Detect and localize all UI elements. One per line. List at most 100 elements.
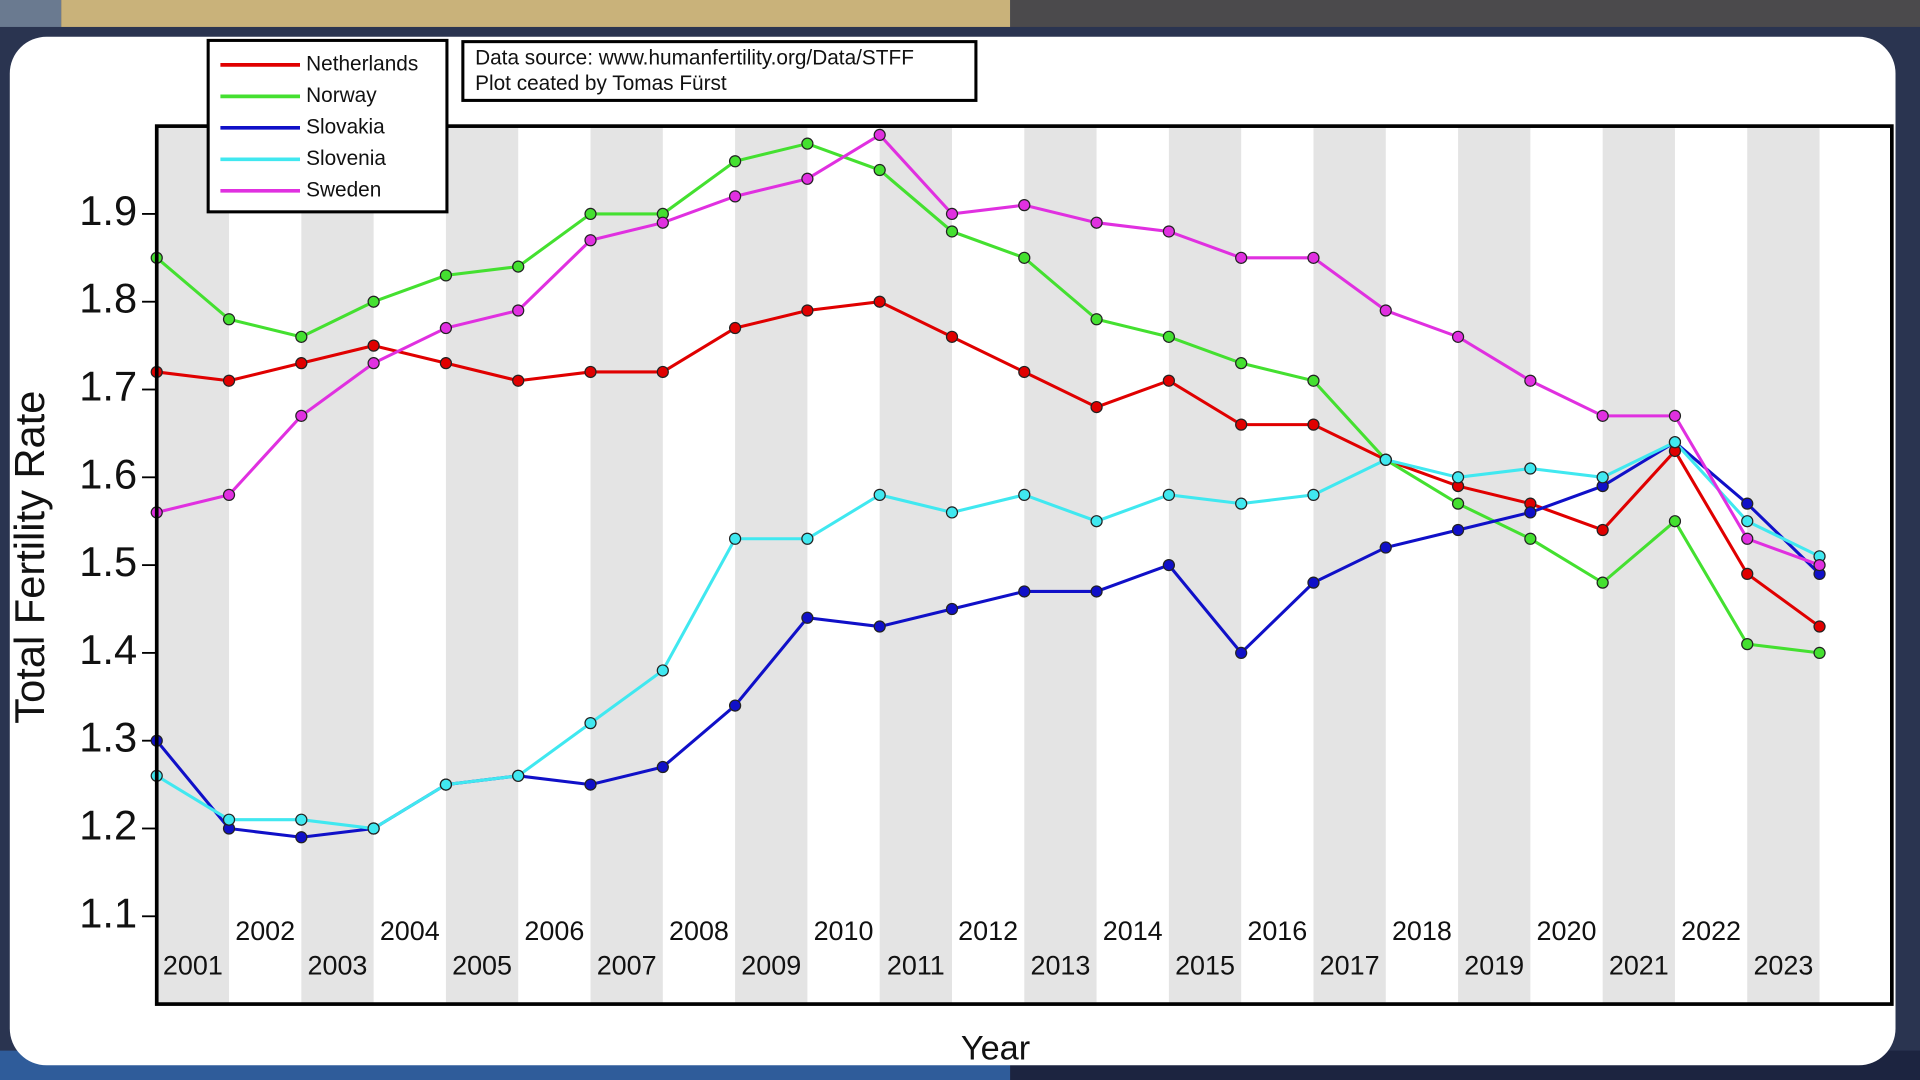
data-point (945, 225, 959, 238)
year-band (445, 126, 519, 1005)
data-point (873, 128, 886, 142)
x-tick-label: 2020 (1537, 916, 1597, 946)
data-point (1741, 515, 1754, 528)
year-band (1168, 126, 1242, 1005)
data-point (1090, 585, 1103, 598)
series-line (156, 132, 1821, 567)
data-point (728, 532, 742, 545)
year-band (879, 126, 952, 1005)
y-tick-label: 1.2 (79, 801, 137, 848)
data-point (1018, 365, 1031, 379)
data-point (1741, 497, 1754, 510)
x-tick-label: 2019 (1464, 950, 1524, 980)
x-tick-label: 2011 (887, 950, 945, 980)
x-axis-label: Year (961, 1030, 1030, 1068)
data-point (1596, 471, 1609, 484)
y-tick-label: 1.9 (79, 187, 137, 234)
data-point (1090, 313, 1103, 326)
data-point (512, 304, 525, 317)
data-point (1235, 418, 1248, 431)
y-tick-label: 1.6 (79, 450, 137, 497)
data-point (801, 172, 814, 185)
data-point (295, 330, 308, 343)
data-point (367, 357, 380, 370)
x-tick-label: 2016 (1247, 916, 1307, 946)
x-tick-label: 2007 (597, 950, 657, 980)
year-band (1747, 126, 1820, 1005)
data-point (1162, 374, 1175, 387)
x-tick-label: 2012 (958, 916, 1018, 946)
x-tick-label: 2005 (452, 950, 512, 980)
data-point (1018, 251, 1031, 264)
x-tick-label: 2013 (1030, 950, 1090, 980)
data-point (439, 321, 453, 335)
data-point (656, 365, 669, 379)
data-point (1379, 453, 1392, 466)
x-tick-label: 2006 (524, 916, 584, 946)
data-point (728, 190, 742, 203)
data-point (295, 357, 308, 370)
data-point (1018, 585, 1031, 598)
x-tick-label: 2017 (1320, 950, 1380, 980)
data-point (295, 409, 308, 422)
legend-label: Slovenia (306, 147, 386, 170)
data-point (512, 374, 525, 387)
data-point (512, 769, 525, 782)
x-tick-label: 2009 (741, 950, 801, 980)
data-point (945, 330, 959, 343)
data-point (1090, 515, 1103, 528)
data-point (656, 216, 669, 229)
y-tick-label: 1.5 (79, 538, 137, 585)
data-point (1524, 462, 1537, 475)
data-point (295, 831, 308, 844)
data-point (1090, 400, 1103, 414)
data-point (1741, 567, 1754, 581)
data-point (584, 207, 597, 221)
x-tick-label: 2004 (380, 916, 440, 946)
data-point (728, 699, 742, 712)
x-tick-label: 2008 (669, 916, 729, 946)
video-strip (61, 0, 1011, 27)
year-band (590, 126, 663, 1005)
data-point (873, 488, 886, 501)
data-point (1162, 225, 1175, 238)
data-point (512, 260, 525, 273)
data-point (222, 374, 236, 387)
data-point (801, 532, 814, 545)
data-point (1668, 515, 1682, 528)
source-text: Data source: www.humanfertility.org/Data… (475, 46, 914, 69)
data-point (367, 822, 380, 835)
y-tick-label: 1.8 (79, 275, 137, 322)
data-point (439, 357, 453, 370)
data-point (295, 813, 308, 826)
data-point (439, 269, 453, 282)
credit-text: Plot ceated by Tomas Fürst (475, 72, 727, 95)
data-point (1379, 541, 1392, 554)
x-tick-label: 2010 (814, 916, 874, 946)
x-tick-label: 2001 (163, 950, 223, 980)
legend-label: Norway (306, 84, 377, 107)
data-point (873, 620, 886, 633)
data-point (1668, 409, 1682, 422)
data-point (1235, 357, 1248, 370)
y-tick-label: 1.4 (79, 626, 137, 673)
data-point (945, 207, 959, 221)
data-point (1018, 488, 1031, 501)
data-point (1813, 646, 1826, 660)
data-point (873, 295, 886, 308)
data-point (801, 611, 814, 624)
video-strip (0, 0, 62, 27)
year-band (301, 126, 374, 1005)
data-point (1524, 374, 1537, 387)
data-point (1162, 330, 1175, 343)
data-point (1090, 216, 1103, 229)
data-point (439, 778, 453, 791)
year-band (156, 126, 230, 1005)
data-point (945, 506, 959, 519)
x-tick-label: 2015 (1175, 950, 1235, 980)
data-point (873, 163, 886, 177)
data-point (1813, 558, 1826, 572)
year-band (1458, 126, 1531, 1005)
x-tick-label: 2021 (1609, 950, 1669, 980)
legend: Netherlands Norway Slovakia Slovenia Sweden (220, 52, 418, 201)
